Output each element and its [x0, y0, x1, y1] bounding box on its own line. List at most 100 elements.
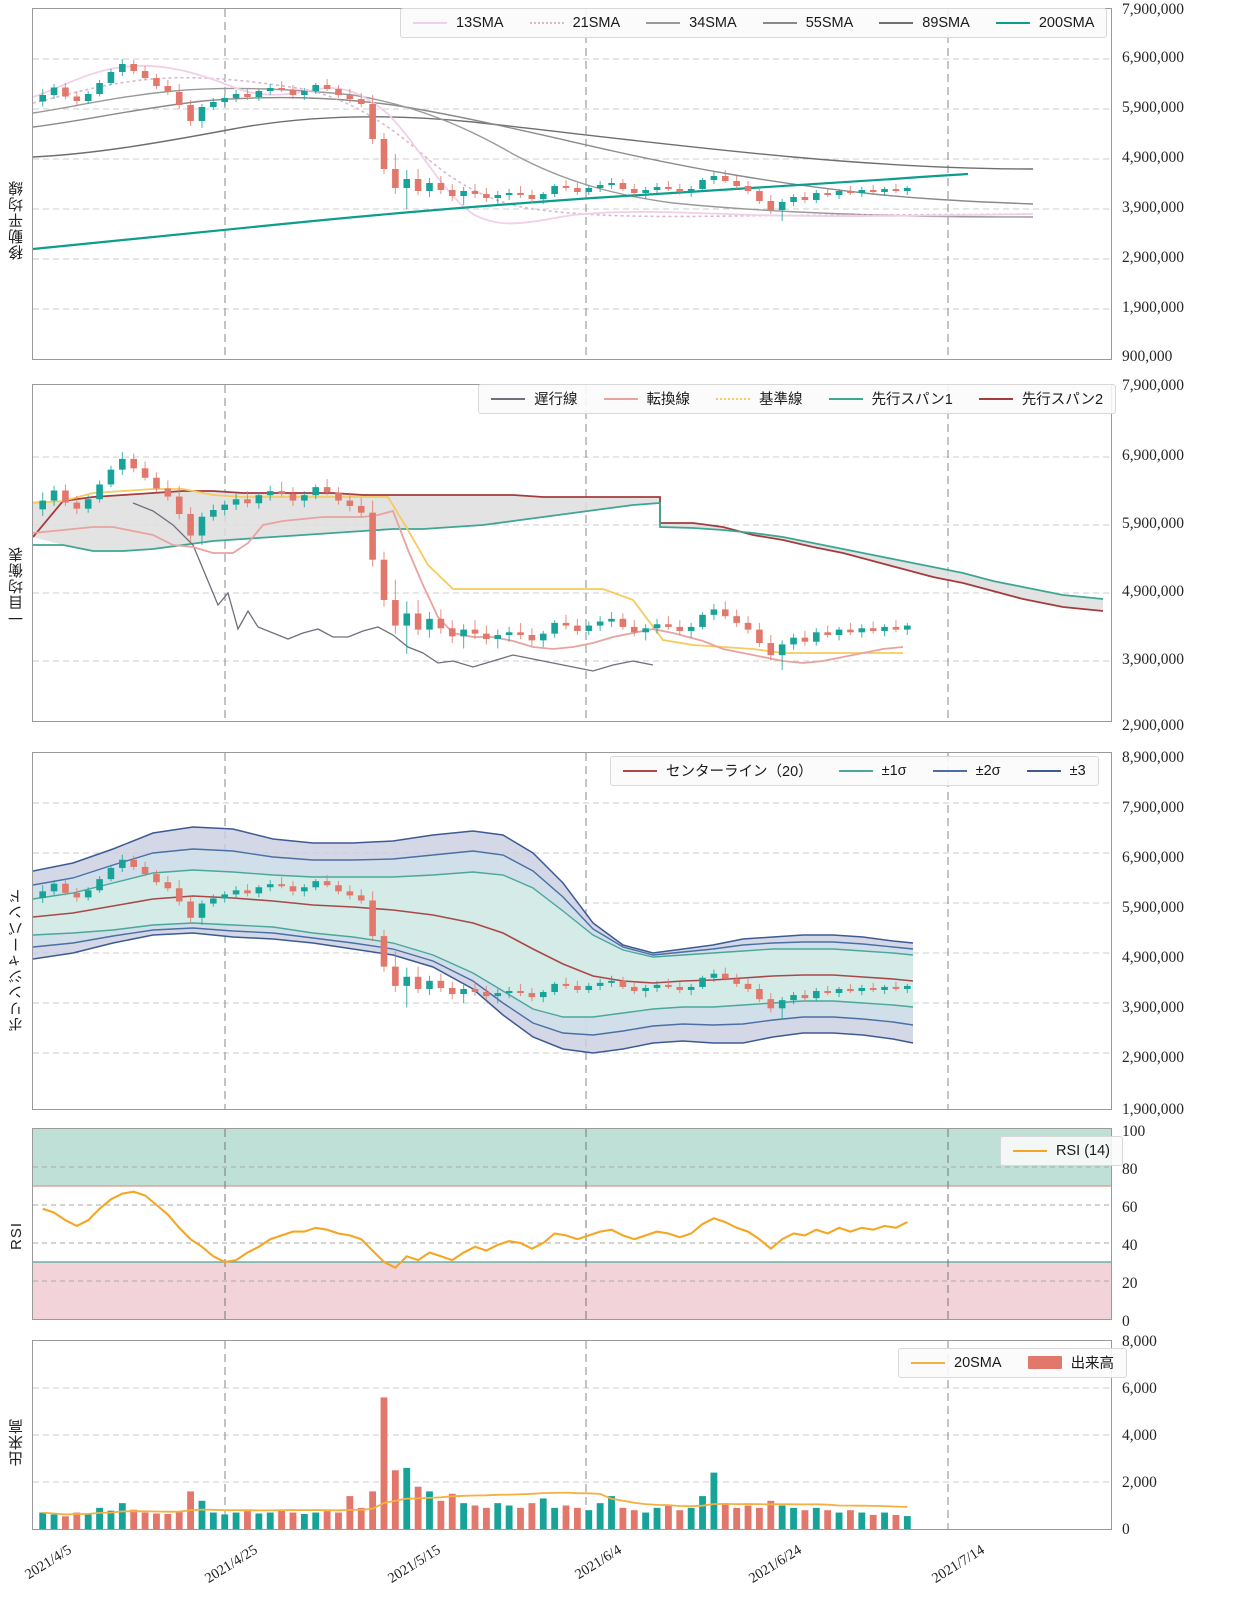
ytick-label: 6,900,000	[1122, 849, 1184, 866]
ytick-label: 2,900,000	[1122, 717, 1184, 734]
ytick-label: 2,900,000	[1122, 249, 1184, 266]
legend-line-sigma2	[932, 769, 967, 772]
panel-volume: 出来高 8,000 6,000 4,000 2,000 0	[0, 1333, 1234, 1538]
ytick-label: 100	[1122, 1123, 1146, 1140]
ytick-label: 1,900,000	[1122, 299, 1184, 316]
ytick-label: 6,000	[1122, 1380, 1157, 1397]
legend-label: 先行スパン2	[1021, 392, 1104, 408]
legend-item-senkou2[interactable]: 先行スパン2	[978, 388, 1104, 409]
legend-item-21sma[interactable]: 21SMA	[529, 15, 620, 31]
ytick-label: 0	[1122, 1521, 1130, 1538]
ytick-label: 3,900,000	[1122, 199, 1184, 216]
legend-ichimoku: 遅行線 転換線 基準線 先行スパン1 先行スパン2	[478, 384, 1117, 414]
ytick-label: 1,900,000	[1122, 1101, 1184, 1118]
legend-line-volume-sma	[911, 1361, 945, 1364]
bollinger-svg	[33, 753, 1111, 1109]
legend-item-volume-sma[interactable]: 20SMA	[911, 1355, 1002, 1371]
ytick-label: 7,900,000	[1122, 799, 1184, 816]
legend-line-55sma	[762, 21, 797, 24]
legend-line-tenkan	[603, 397, 638, 400]
panel-volume-ylabel: 出来高	[8, 1418, 25, 1466]
legend-item-kijun[interactable]: 基準線	[716, 388, 803, 409]
legend-rsi: RSI (14)	[1000, 1136, 1123, 1166]
legend-line-rsi	[1013, 1149, 1047, 1152]
ytick-label: 7,900,000	[1122, 377, 1184, 394]
legend-line-senkou2	[978, 397, 1013, 400]
ytick-label: 8,900,000	[1122, 749, 1184, 766]
panel-bollinger-ylabel: ボリンジャーバンド	[8, 888, 25, 1032]
ytick-label: 0	[1122, 1313, 1130, 1330]
ytick-label: 4,900,000	[1122, 149, 1184, 166]
legend-item-tenkan[interactable]: 転換線	[603, 388, 691, 409]
legend-label: 34SMA	[689, 14, 737, 31]
legend-item-13sma[interactable]: 13SMA	[413, 15, 504, 31]
legend-item-200sma[interactable]: 200SMA	[995, 15, 1094, 31]
ytick-label: 5,900,000	[1122, 899, 1184, 916]
xtick-label: 2021/4/5	[22, 1542, 75, 1583]
legend-label: 出来高	[1070, 1356, 1115, 1372]
panel-moving-average-plot	[32, 8, 1112, 360]
xtick-label: 2021/7/14	[929, 1542, 988, 1587]
ytick-label: 4,000	[1122, 1427, 1157, 1444]
panel-bollinger: ボリンジャーバンド	[0, 744, 1234, 1118]
panel-rsi-ylabel: RSI	[8, 1221, 25, 1250]
ytick-label: 7,900,000	[1122, 1, 1184, 18]
legend-item-55sma[interactable]: 55SMA	[762, 14, 854, 31]
moving-average-svg	[33, 9, 1111, 359]
legend-label: 20SMA	[954, 1354, 1002, 1371]
legend-item-chikou[interactable]: 遅行線	[491, 388, 578, 409]
legend-line-34sma	[646, 21, 681, 24]
legend-item-sigma3[interactable]: ±3	[1026, 762, 1086, 779]
legend-line-center	[623, 769, 657, 772]
ytick-label: 80	[1122, 1161, 1138, 1178]
ytick-label: 4,900,000	[1122, 583, 1184, 600]
legend-label: 基準線	[759, 392, 803, 408]
legend-label: 55SMA	[805, 14, 854, 31]
ytick-label: 2,000	[1122, 1474, 1157, 1491]
legend-item-sigma1[interactable]: ±1σ	[838, 763, 907, 779]
legend-label: 13SMA	[456, 14, 504, 31]
panel-moving-average: 移動平均線	[0, 0, 1234, 368]
legend-line-kijun	[716, 397, 750, 400]
ytick-label: 900,000	[1122, 348, 1173, 365]
panel-rsi-plot	[32, 1128, 1112, 1320]
panel-rsi: RSI 100 80	[0, 1122, 1234, 1330]
legend-line-senkou1	[828, 397, 863, 400]
ytick-label: 20	[1122, 1275, 1138, 1292]
ichimoku-svg	[33, 385, 1111, 721]
legend-label: センターライン（20）	[666, 764, 813, 780]
panel-bollinger-plot	[32, 752, 1112, 1110]
ytick-label: 8,000	[1122, 1333, 1157, 1350]
panel-ichimoku-ylabel: 一目均衡表	[8, 546, 25, 626]
legend-label: 転換線	[646, 392, 691, 408]
ytick-label: 6,900,000	[1122, 49, 1184, 66]
xtick-label: 2021/5/15	[385, 1542, 444, 1587]
volume-svg	[33, 1341, 1111, 1529]
legend-line-21sma	[529, 21, 564, 24]
legend-item-rsi[interactable]: RSI (14)	[1013, 1143, 1110, 1159]
legend-item-center-line[interactable]: センターライン（20）	[623, 760, 813, 781]
legend-bollinger: センターライン（20） ±1σ ±2σ ±3	[610, 756, 1099, 786]
legend-item-34sma[interactable]: 34SMA	[646, 15, 737, 31]
ytick-label: 60	[1122, 1199, 1138, 1216]
xtick-label: 2021/6/24	[746, 1542, 805, 1587]
legend-label: ±3	[1069, 762, 1086, 779]
panel-moving-average-ylabel: 移動平均線	[8, 180, 25, 260]
legend-volume: 20SMA 出来高	[898, 1348, 1128, 1378]
legend-line-chikou	[491, 397, 525, 400]
legend-line-sigma3	[1026, 769, 1061, 772]
legend-item-volume[interactable]: 出来高	[1027, 1352, 1115, 1373]
legend-item-89sma[interactable]: 89SMA	[879, 15, 970, 31]
xtick-label: 2021/6/4	[572, 1542, 625, 1583]
rsi-svg	[33, 1129, 1111, 1319]
ytick-label: 3,900,000	[1122, 651, 1184, 668]
legend-line-13sma	[413, 21, 447, 24]
legend-label: 遅行線	[534, 392, 578, 408]
legend-label: 89SMA	[922, 14, 970, 31]
legend-moving-average: 13SMA 21SMA 34SMA 55SMA 89SMA 200SMA	[400, 8, 1108, 38]
legend-item-senkou1[interactable]: 先行スパン1	[828, 388, 953, 409]
ytick-label: 6,900,000	[1122, 447, 1184, 464]
panel-ichimoku-plot	[32, 384, 1112, 722]
ytick-label: 5,900,000	[1122, 99, 1184, 116]
legend-item-sigma2[interactable]: ±2σ	[932, 763, 1001, 779]
